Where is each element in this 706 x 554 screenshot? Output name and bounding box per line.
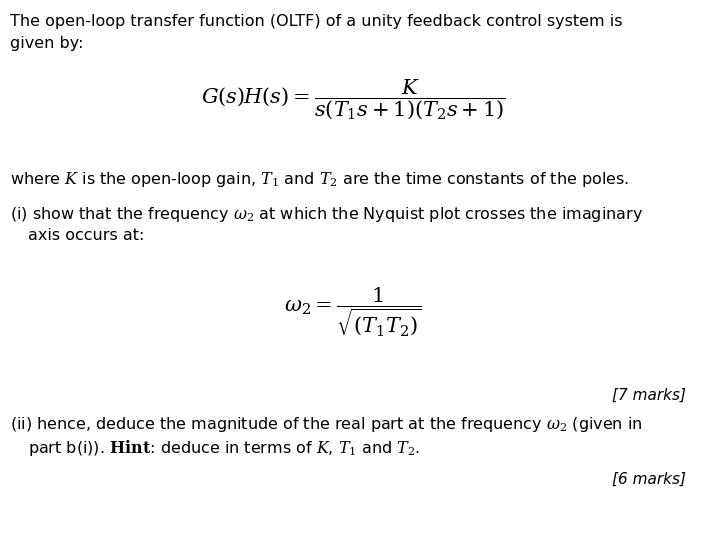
Text: part b(i)). $\mathbf{Hint}$: deduce in terms of $K$, $T_1$ and $T_2$.: part b(i)). $\mathbf{Hint}$: deduce in t… [28, 438, 420, 458]
Text: $G(s)H(s) = \dfrac{K}{s(T_1s + 1)(T_2s + 1)}$: $G(s)H(s) = \dfrac{K}{s(T_1s + 1)(T_2s +… [201, 78, 505, 122]
Text: The open-loop transfer function (OLTF) of a unity feedback control system is: The open-loop transfer function (OLTF) o… [10, 14, 623, 29]
Text: given by:: given by: [10, 36, 83, 51]
Text: (ii) hence, deduce the magnitude of the real part at the frequency $\omega_2$ (g: (ii) hence, deduce the magnitude of the … [10, 415, 642, 434]
Text: (i) show that the frequency $\omega_2$ at which the Nyquist plot crosses the ima: (i) show that the frequency $\omega_2$ a… [10, 205, 643, 224]
Text: [7 marks]: [7 marks] [612, 388, 686, 403]
Text: axis occurs at:: axis occurs at: [28, 228, 144, 243]
Text: [6 marks]: [6 marks] [612, 472, 686, 487]
Text: where $K$ is the open-loop gain, $T_1$ and $T_2$ are the time constants of the p: where $K$ is the open-loop gain, $T_1$ a… [10, 170, 629, 189]
Text: $\omega_2 = \dfrac{1}{\sqrt{(T_1 T_2)}}$: $\omega_2 = \dfrac{1}{\sqrt{(T_1 T_2)}}$ [284, 286, 422, 338]
